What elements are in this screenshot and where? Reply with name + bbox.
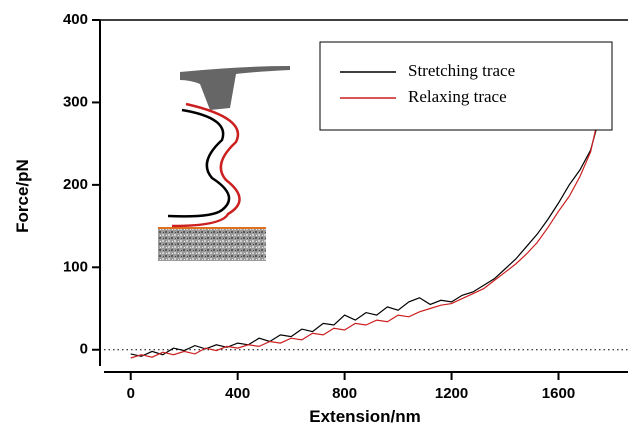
y-tick-label: 200 xyxy=(63,176,88,193)
y-tick-label: 0 xyxy=(80,341,88,358)
inset-illustration xyxy=(158,66,290,261)
x-tick-label: 1200 xyxy=(435,385,468,402)
x-tick-label: 1600 xyxy=(542,385,575,402)
y-tick-label: 100 xyxy=(63,258,88,275)
data-line xyxy=(130,103,602,359)
legend-box xyxy=(319,41,613,131)
data-line xyxy=(130,110,602,357)
y-axis-title: Force/pN xyxy=(13,159,32,233)
x-tick-label: 800 xyxy=(332,385,357,402)
y-tick-label: 300 xyxy=(63,93,88,110)
x-tick-label: 0 xyxy=(127,385,135,402)
legend-label: Stretching trace xyxy=(408,61,515,80)
legend: Stretching trace Relaxing trace xyxy=(319,41,613,131)
x-axis-title: Extension/nm xyxy=(309,407,420,426)
x-tick-label: 400 xyxy=(225,385,250,402)
y-tick-label: 400 xyxy=(63,11,88,28)
legend-label: Relaxing trace xyxy=(408,87,507,106)
